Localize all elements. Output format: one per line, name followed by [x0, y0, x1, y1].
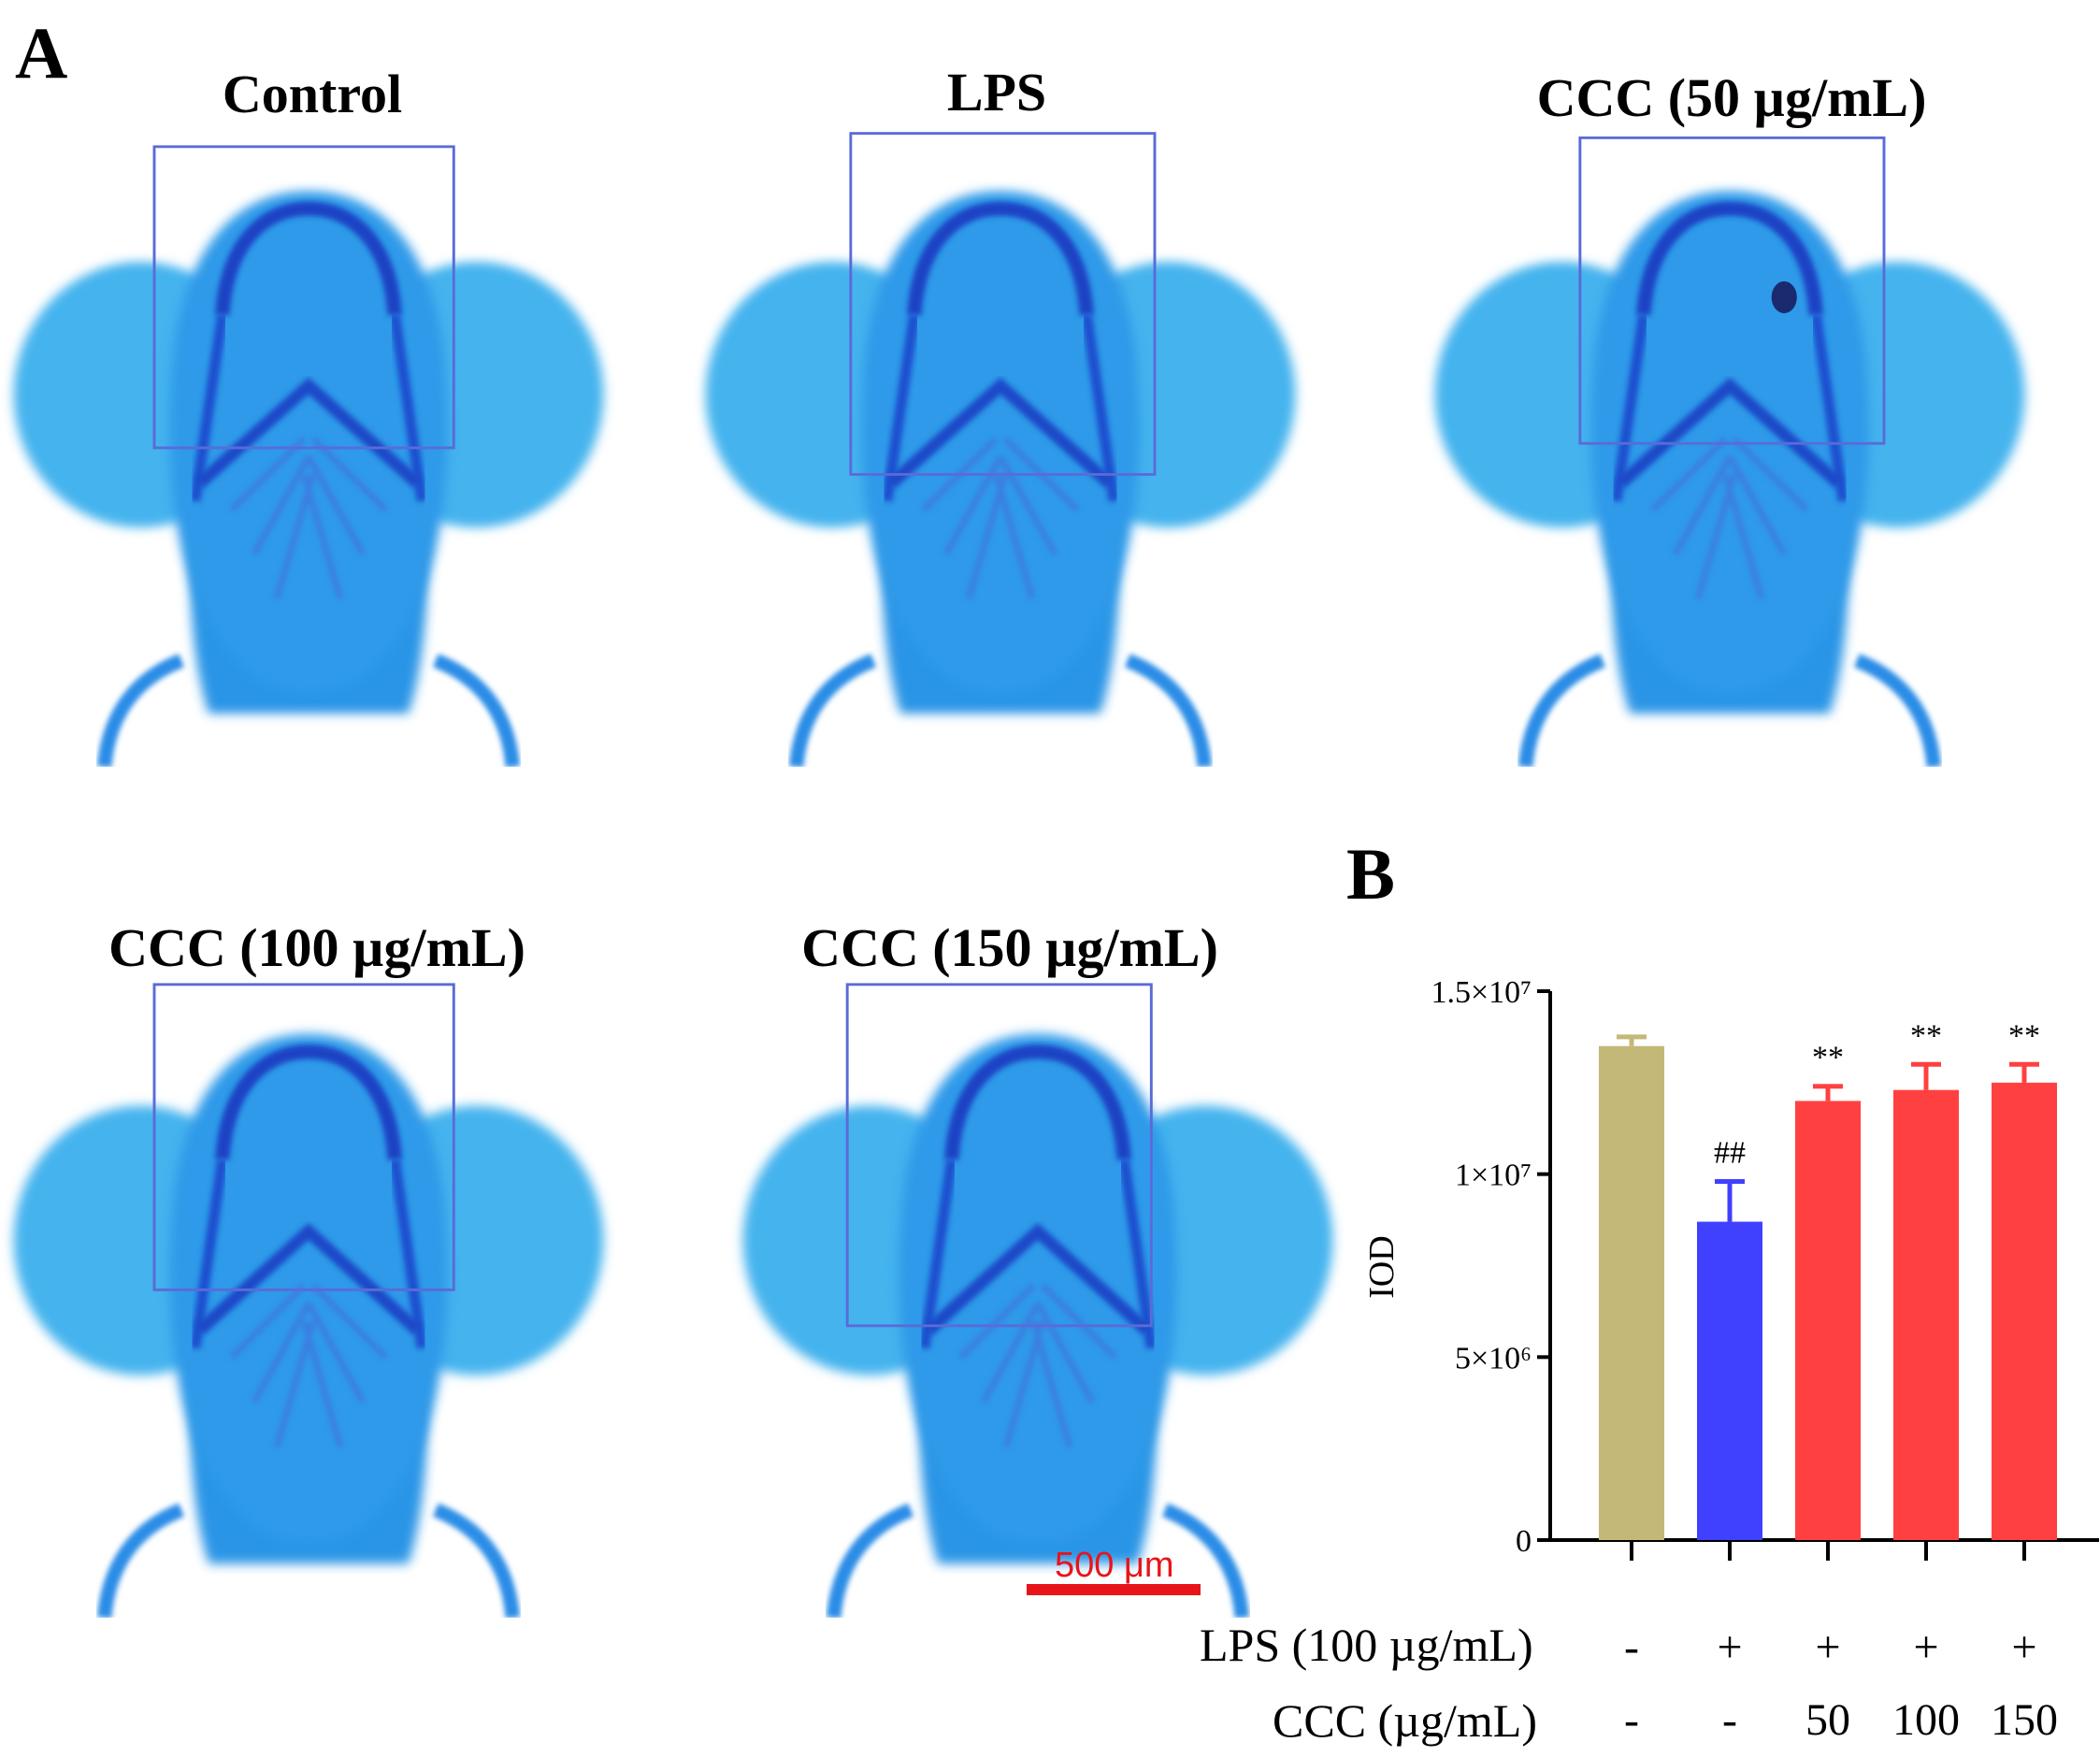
bar	[1795, 1101, 1861, 1540]
scale-bar-label: 500 μm	[1055, 1546, 1174, 1585]
condition-value: +	[1717, 1622, 1743, 1672]
condition-value: +	[1815, 1622, 1841, 1672]
roi-box	[845, 983, 1153, 1328]
scale-bar	[1027, 1584, 1201, 1595]
condition-value: -	[1722, 1695, 1737, 1745]
condition-value: +	[1913, 1622, 1939, 1672]
specimen-image-ccc-150	[729, 935, 1346, 1618]
roi-box	[152, 145, 455, 450]
y-tick-label: 1×10⁷	[1455, 1159, 1532, 1193]
bar	[1697, 1221, 1762, 1540]
specimen-image-ccc-100	[0, 935, 617, 1618]
condition-value: 100	[1892, 1695, 1960, 1745]
condition-value: 50	[1805, 1695, 1850, 1745]
y-tick-label: 5×10⁶	[1455, 1341, 1532, 1375]
significance-marker: **	[1812, 1041, 1844, 1075]
specimen-image-control	[0, 94, 617, 767]
specimen-image-ccc-50	[1421, 94, 2038, 767]
condition-value: +	[2011, 1622, 2037, 1672]
specimen-image-lps	[692, 94, 1309, 767]
image-title-ccc-100: CCC (100 µg/mL)	[108, 917, 525, 978]
image-title-ccc-150: CCC (150 µg/mL)	[801, 917, 1218, 978]
image-title-lps: LPS	[946, 62, 1047, 122]
y-axis-label: IOD	[1362, 1235, 1402, 1299]
significance-marker: **	[1910, 1018, 1942, 1053]
panel-b-label: B	[1346, 833, 1396, 915]
image-title-ccc-50: CCC (50 µg/mL)	[1536, 67, 1927, 128]
significance-marker: ##	[1714, 1135, 1746, 1170]
roi-box	[1578, 136, 1886, 445]
panel-a-label: A	[15, 12, 68, 94]
condition-value: -	[1624, 1695, 1639, 1745]
y-tick-label: 0	[1516, 1524, 1532, 1559]
bar	[1992, 1082, 2057, 1540]
roi-box	[849, 132, 1157, 476]
significance-marker: **	[2008, 1018, 2040, 1053]
condition-label-ccc: CCC (µg/mL)	[1273, 1694, 1537, 1747]
bar	[1893, 1089, 1959, 1540]
roi-box	[152, 983, 455, 1291]
image-title-control: Control	[222, 64, 403, 124]
condition-value: 150	[1991, 1695, 2058, 1745]
y-tick-label: 1.5×10⁷	[1431, 975, 1532, 1010]
condition-value: -	[1624, 1622, 1639, 1672]
bar	[1599, 1045, 1664, 1540]
condition-label-lps: LPS (100 µg/mL)	[1200, 1619, 1533, 1671]
